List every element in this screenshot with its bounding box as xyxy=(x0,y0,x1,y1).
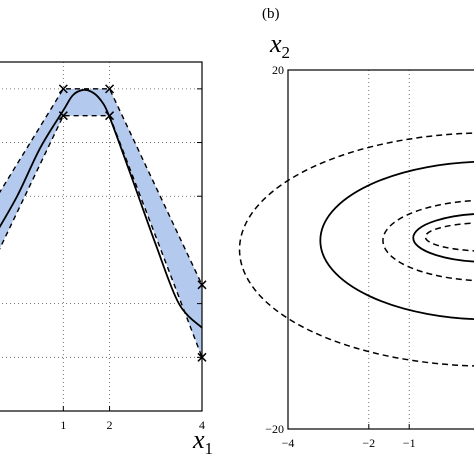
x-tick-label-a: 4 xyxy=(199,418,205,432)
x-tick-label-a: 2 xyxy=(107,418,113,432)
plot-a: 1 2 4 x1 xyxy=(0,61,213,458)
x-tick-label-a: 1 xyxy=(60,418,66,432)
contour-dashed-2 xyxy=(382,199,474,282)
contour-solid-1 xyxy=(319,161,474,321)
marker-x xyxy=(105,84,115,94)
contour-dashed-4 xyxy=(424,222,474,252)
ticks-a: 1 2 4 xyxy=(60,88,205,432)
x-tick-label-b: −4 xyxy=(282,436,295,450)
marker-x xyxy=(58,84,68,94)
y-axis-label-b: x2 xyxy=(269,29,290,62)
grid-b xyxy=(368,70,410,429)
marker-x xyxy=(105,111,115,121)
plot-b: (b) x2 −4 −2 −1 −20 20 xyxy=(238,6,474,450)
axes-frame-a xyxy=(0,61,203,412)
y-tick-label-b: 20 xyxy=(272,63,284,77)
x-axis-label-a: x1 xyxy=(192,425,213,458)
x-tick-label-b: −2 xyxy=(362,436,375,450)
panel-label-b: (b) xyxy=(262,6,280,22)
contour-dashed-0 xyxy=(238,132,474,367)
contours xyxy=(238,132,474,367)
markers-a xyxy=(58,84,207,362)
ticks-b: −4 −2 −1 −20 20 xyxy=(265,63,415,450)
contour-solid-3 xyxy=(412,213,474,263)
axes-frame-b xyxy=(287,69,474,430)
x-tick-label-b: −1 xyxy=(403,436,416,450)
y-tick-label-b: −20 xyxy=(265,422,284,436)
upper-bound-line xyxy=(0,88,203,286)
uncertainty-band xyxy=(0,88,202,358)
mean-line xyxy=(0,88,203,329)
marker-x xyxy=(58,111,68,121)
lower-bound-line xyxy=(0,114,203,358)
